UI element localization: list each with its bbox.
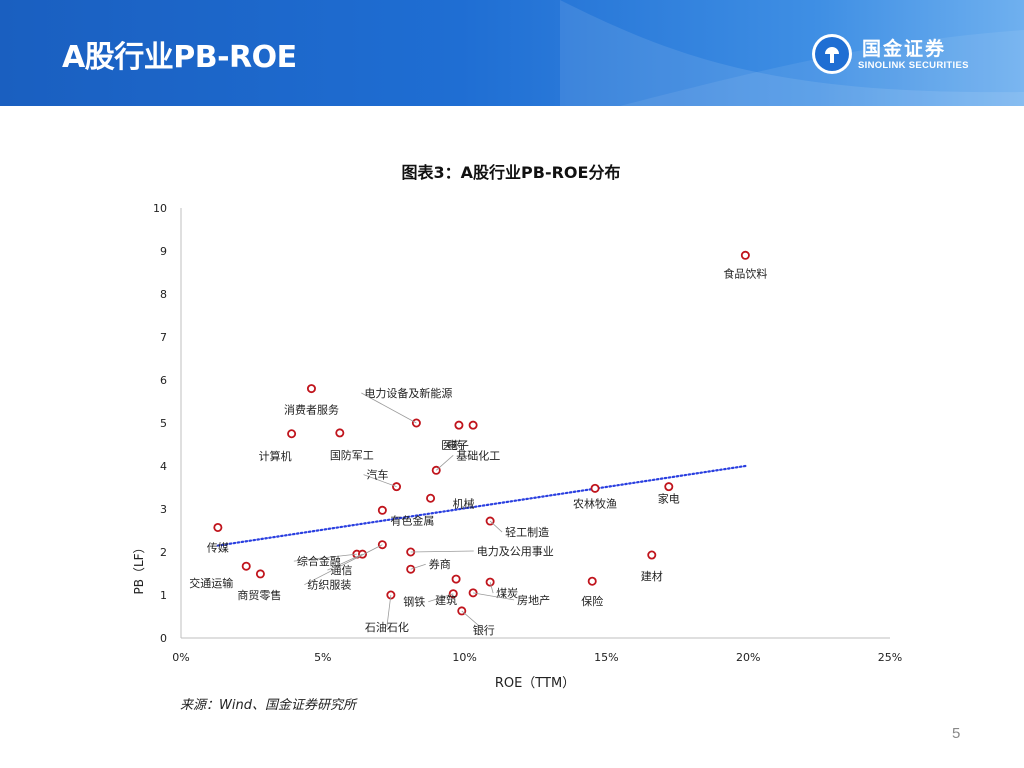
point-label: 综合金融 (297, 554, 341, 568)
data-point (287, 429, 297, 439)
data-point (241, 561, 251, 571)
pb-roe-scatter-chart: 图表3：A股行业PB-ROE分布 0 1 2 3 4 5 6 7 8 9 10 0% 5% 10% 15% 2… (132, 163, 902, 691)
trendline (216, 464, 747, 547)
point-leader-line (410, 563, 426, 570)
point-label: 电力及公用事业 (477, 545, 554, 558)
data-point (647, 550, 657, 560)
data-point (377, 505, 387, 515)
y-tick-label: 4 (160, 460, 167, 473)
y-tick-label: 2 (160, 546, 167, 559)
point-label: 钢铁 (403, 596, 425, 609)
y-tick-label: 0 (160, 632, 167, 645)
data-point (468, 420, 478, 430)
brand-logo-icon (812, 34, 852, 74)
point-leader-line (361, 392, 417, 424)
x-tick-label: 25% (878, 651, 902, 664)
data-point (590, 483, 600, 493)
point-leader-line (489, 581, 494, 594)
point-label: 银行 (473, 623, 495, 637)
point-label: 医药 (441, 439, 463, 452)
point-label: 建材 (641, 569, 663, 583)
point-label: 传媒 (207, 541, 229, 554)
point-label: 保险 (581, 594, 603, 608)
point-label: 食品饮料 (723, 266, 767, 280)
data-point (306, 384, 316, 394)
point-leader-line (410, 550, 474, 553)
x-tick-label: 0% (172, 651, 189, 664)
point-label: 纺织服装 (307, 578, 351, 592)
point-label: 电力设备及新能源 (364, 386, 452, 400)
point-label: 农林牧渔 (573, 496, 617, 510)
y-tick-label: 1 (160, 589, 167, 602)
point-label: 交通运输 (189, 576, 233, 590)
point-leader-line (293, 553, 357, 562)
y-tick-label: 8 (160, 288, 167, 301)
page-number: 5 (952, 725, 961, 742)
chart-title: 图表3：A股行业PB-ROE分布 (402, 163, 621, 182)
data-point (664, 482, 674, 492)
data-point (485, 577, 495, 587)
data-point (255, 569, 265, 579)
y-tick-label: 5 (160, 417, 167, 430)
y-tick-label: 6 (160, 374, 167, 387)
point-leader-line (473, 592, 515, 601)
point-label: 煤炭 (496, 587, 518, 600)
point-leader-line (327, 553, 363, 571)
x-tick-label: 5% (314, 651, 331, 664)
point-label: 券商 (429, 557, 451, 571)
point-leader-line (461, 610, 485, 631)
y-axis-label: PB（LF） (132, 541, 146, 594)
x-axis-label: ROE（TTM） (495, 676, 575, 691)
data-point (468, 588, 478, 598)
point-label: 建筑 (435, 593, 457, 607)
point-leader-line (489, 520, 503, 533)
y-tick-label: 3 (160, 503, 167, 516)
point-label: 汽车 (367, 468, 389, 482)
point-leader-line (428, 593, 454, 603)
point-label: 电子 (447, 439, 469, 452)
point-label: 家电 (658, 492, 680, 506)
point-label: 国防军工 (330, 448, 374, 462)
point-leader-line (435, 455, 454, 471)
header-banner: A股行业PB-ROE 国金证券 SINOLINK SECURITIES (0, 0, 1024, 106)
brand-name-en: SINOLINK SECURITIES (858, 60, 969, 71)
point-label: 计算机 (259, 449, 292, 463)
data-point (448, 589, 458, 599)
point-label: 消费者服务 (284, 403, 339, 417)
y-tick-label: 7 (160, 331, 167, 344)
data-point (213, 522, 223, 532)
x-tick-label: 10% (452, 651, 476, 664)
point-label: 商贸零售 (237, 588, 281, 602)
data-point (426, 493, 436, 503)
x-tick-label: 20% (736, 651, 760, 664)
point-label: 房地产 (517, 593, 550, 607)
point-label: 轻工制造 (505, 525, 549, 539)
data-point (451, 574, 461, 584)
point-label: 石油石化 (365, 620, 409, 634)
page-title: A股行业PB-ROE (62, 40, 297, 75)
point-label: 通信 (331, 564, 353, 577)
x-tick-label: 15% (594, 651, 618, 664)
point-leader-line (304, 544, 383, 586)
data-point (454, 420, 464, 430)
data-point (740, 250, 750, 260)
source-note: 来源：Wind、国金证券研究所 (180, 698, 356, 713)
point-label: 有色金属 (390, 513, 434, 527)
y-tick-label: 9 (160, 245, 167, 258)
point-label: 机械 (453, 496, 475, 510)
data-point (335, 428, 345, 438)
data-point (587, 576, 597, 586)
point-leader-line (386, 594, 392, 628)
point-leader-line (363, 474, 397, 488)
point-label: 基础化工 (456, 448, 500, 462)
brand-name: 国金证券 (862, 38, 947, 60)
y-tick-label: 10 (153, 202, 167, 215)
